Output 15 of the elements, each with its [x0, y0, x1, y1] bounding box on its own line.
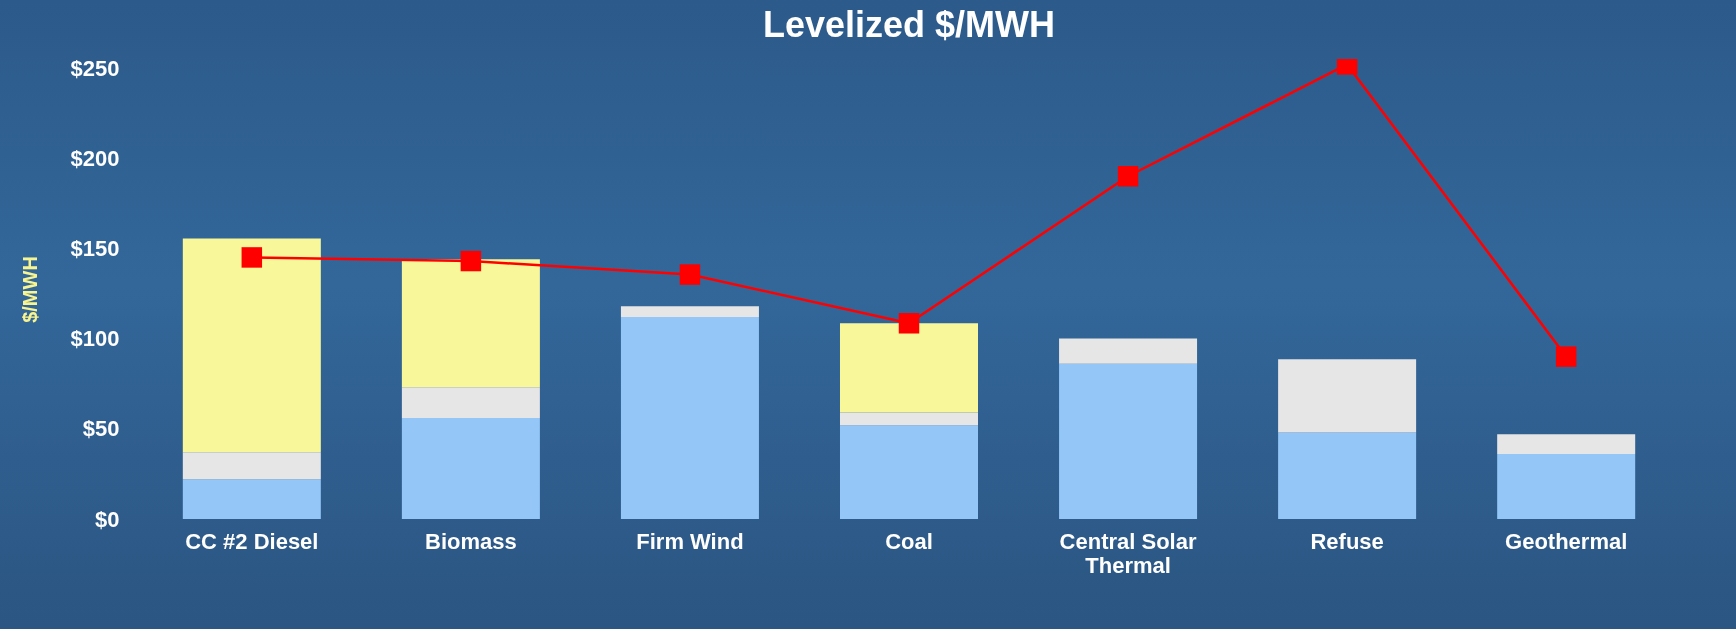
chart-title: Levelized $/MWH [762, 4, 1056, 46]
y-tick-label: $50 [82, 416, 120, 442]
x-tick-label: Geothermal [1505, 528, 1628, 554]
x-tick-label: Coal [885, 528, 933, 554]
y-tick-label: $0 [95, 506, 120, 532]
y-tick-label: $200 [70, 145, 120, 171]
y-axis-title: $/MWH [18, 256, 41, 323]
y-tick-label: $250 [70, 55, 120, 81]
x-tick-label: Refuse [1310, 528, 1384, 554]
x-tick-label: Biomass [425, 528, 517, 554]
x-tick-label: CC #2 Diesel [185, 528, 319, 554]
y-tick-label: $100 [70, 326, 120, 352]
x-tick-label: Central Solar Thermal [1059, 528, 1197, 578]
y-tick-label: $150 [70, 235, 120, 261]
x-tick-label: Firm Wind [636, 528, 744, 554]
